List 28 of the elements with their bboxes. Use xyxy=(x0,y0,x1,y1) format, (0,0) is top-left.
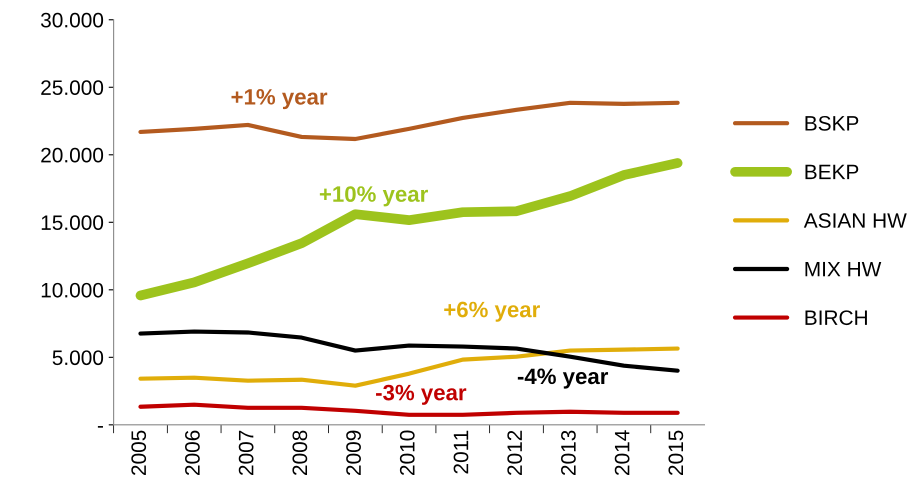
x-tick-label: 2008 xyxy=(292,430,308,475)
legend-label: BEKP xyxy=(806,164,858,180)
legend-label: BIRCH xyxy=(806,310,867,326)
y-tick-label: 30.000 xyxy=(40,12,104,28)
y-tick-label: 20.000 xyxy=(41,148,104,163)
x-tick-label: 2010 xyxy=(400,430,415,475)
x-tick-label: 2014 xyxy=(614,430,630,475)
annotation: -4% year xyxy=(518,368,608,389)
x-tick-label: 2011 xyxy=(454,430,468,474)
y-tick-label: 10.000 xyxy=(42,282,104,298)
legend-label: BSKP xyxy=(806,116,858,131)
y-tick-label: 15.000 xyxy=(42,215,104,230)
x-tick-label: 2012 xyxy=(507,430,522,475)
annotation: +10% year xyxy=(320,186,428,206)
annotation: +6% year xyxy=(444,302,540,322)
x-tick-label: 2006 xyxy=(185,430,200,475)
y-tick-label: - xyxy=(98,426,103,428)
x-tick-label: 2015 xyxy=(668,430,684,475)
legend-label: ASIAN HW xyxy=(804,213,907,228)
x-tick-label: 2005 xyxy=(131,430,146,475)
x-tick-label: 2007 xyxy=(238,430,254,475)
annotation: +1% year xyxy=(232,89,328,110)
annotation: -3% year xyxy=(376,384,466,405)
x-tick-label: 2009 xyxy=(346,430,361,475)
y-tick-label: 5.000 xyxy=(52,350,104,366)
y-tick-label: 25.000 xyxy=(41,80,104,96)
legend-label: MIX HW xyxy=(806,262,882,276)
x-tick-label: 2013 xyxy=(561,430,576,475)
